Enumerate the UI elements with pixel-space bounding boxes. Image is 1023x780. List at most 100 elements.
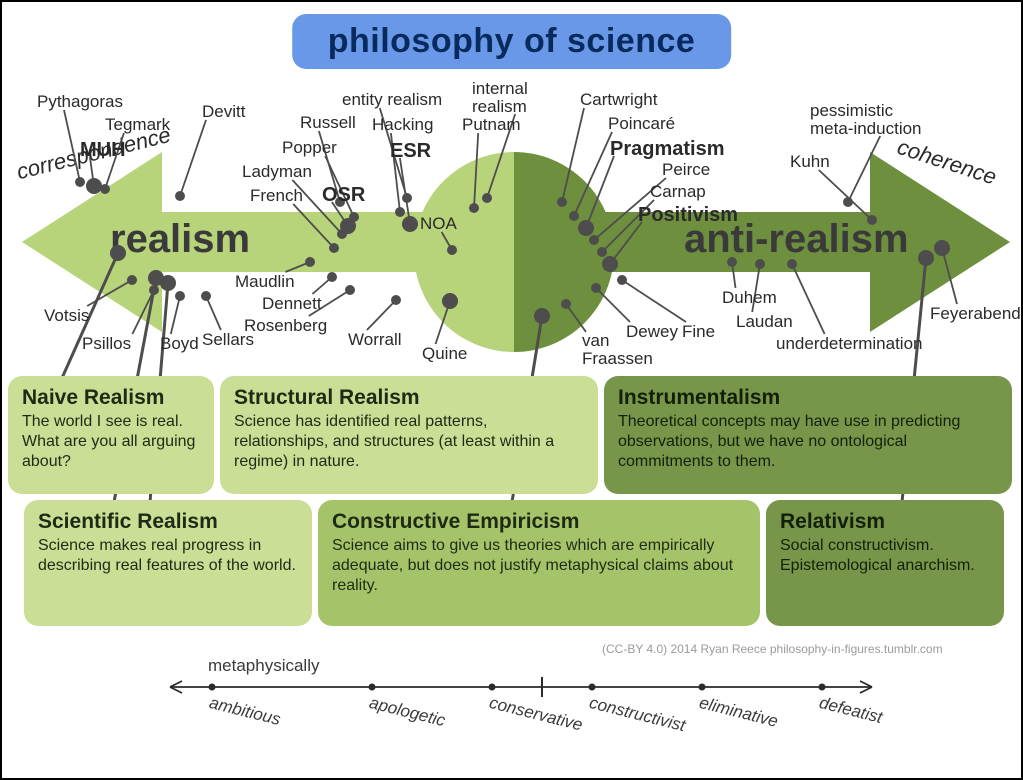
node-label-boyd: Boyd	[160, 334, 199, 354]
node-dot-putnam	[469, 203, 479, 213]
axis-title: metaphysically	[208, 656, 320, 676]
label-realism: realism	[110, 217, 250, 262]
node-dot-muh	[86, 178, 102, 194]
node-dot-pessimistic	[843, 197, 853, 207]
credit-line: (CC-BY 4.0) 2014 Ryan Reece philosophy-i…	[602, 642, 943, 656]
node-label-carnap: Carnap	[650, 182, 706, 202]
card-leader-dot-constructive	[534, 308, 550, 324]
node-label-fine: Fine	[682, 322, 715, 342]
node-dot-fine	[617, 275, 627, 285]
node-label-rosenberg: Rosenberg	[244, 316, 327, 336]
node-label-tegmark: Tegmark	[105, 115, 170, 135]
node-label-pragmatism: Pragmatism	[610, 138, 725, 161]
node-label-dennett: Dennett	[262, 294, 322, 314]
card-body-instrumentalism: Theoretical concepts may have use in pre…	[618, 412, 998, 472]
node-dot-entity	[402, 193, 412, 203]
node-label-pythagoras: Pythagoras	[37, 92, 123, 112]
node-dot-rosenberg	[345, 285, 355, 295]
node-label-noa: NOA	[420, 214, 457, 234]
node-dot-votsis	[127, 275, 137, 285]
node-dot-peirce	[589, 235, 599, 245]
card-body-relativism: Social constructivism. Epistemological a…	[780, 536, 990, 576]
node-label-putnam: Putnam	[462, 115, 521, 135]
node-label-maudlin: Maudlin	[235, 272, 295, 292]
node-label-sellars: Sellars	[202, 330, 254, 350]
node-dot-sellars	[201, 291, 211, 301]
node-label-laudan: Laudan	[736, 312, 793, 332]
node-label-peirce: Peirce	[662, 160, 710, 180]
node-label-poincare: Poincaré	[608, 114, 675, 134]
node-label-cartwright: Cartwright	[580, 90, 657, 110]
node-dot-carnap	[597, 247, 607, 257]
node-dot-poincare	[569, 211, 579, 221]
node-dot-worrall	[391, 295, 401, 305]
diagram-stage: philosophy of science realism anti-reali…	[0, 0, 1023, 780]
node-dot-psillos	[149, 285, 159, 295]
node-label-muh: MUH	[80, 139, 126, 162]
node-dot-noa	[447, 245, 457, 255]
node-label-feyerabend: Feyerabend	[930, 304, 1021, 324]
node-label-duhem: Duhem	[722, 288, 777, 308]
card-title-instrumentalism: Instrumentalism	[618, 386, 998, 410]
node-label-esr: ESR	[390, 140, 431, 163]
card-leader-dot-naive	[110, 245, 126, 261]
card-scientific: Scientific RealismScience makes real pro…	[24, 500, 312, 626]
node-dot-pragmatism	[578, 220, 594, 236]
card-leader-dot-relativism	[918, 250, 934, 266]
node-label-ladyman: Ladyman	[242, 162, 312, 182]
node-label-underdet: underdetermination	[776, 334, 922, 354]
node-label-internal: internal realism	[472, 80, 528, 116]
node-label-devitt: Devitt	[202, 102, 245, 122]
node-dot-laudan	[755, 259, 765, 269]
node-dot-french	[329, 243, 339, 253]
axis-tick-constructivist: constructivist	[587, 693, 687, 736]
axis-tick-apologetic: apologetic	[367, 693, 447, 731]
node-dot-cartwright	[557, 197, 567, 207]
card-instrumentalism: InstrumentalismTheoretical concepts may …	[604, 376, 1012, 494]
node-label-vanfraassen: van Fraassen	[582, 332, 653, 368]
card-title-structural: Structural Realism	[234, 386, 584, 410]
card-title-constructive: Constructive Empiricism	[332, 510, 746, 534]
node-label-quine: Quine	[422, 344, 467, 364]
node-label-osr: OSR	[322, 184, 365, 207]
node-label-hacking: Hacking	[372, 115, 433, 135]
node-dot-positivism	[602, 256, 618, 272]
node-dot-feyerabend	[934, 240, 950, 256]
node-dot-quine	[442, 293, 458, 309]
axis-tick-ambitious: ambitious	[207, 693, 282, 730]
node-dot-maudlin	[305, 257, 315, 267]
node-dot-vanfraassen	[561, 299, 571, 309]
node-label-russell: Russell	[300, 113, 356, 133]
node-label-popper: Popper	[282, 138, 337, 158]
axis-tick-conservative: conservative	[487, 693, 584, 735]
node-dot-devitt	[175, 191, 185, 201]
card-body-structural: Science has identified real patterns, re…	[234, 412, 584, 472]
card-body-scientific: Science makes real progress in describin…	[38, 536, 298, 576]
node-dot-dennett	[327, 272, 337, 282]
card-constructive: Constructive EmpiricismScience aims to g…	[318, 500, 760, 626]
node-label-entity: entity realism	[342, 90, 442, 110]
axis-tick-eliminative: eliminative	[697, 693, 780, 732]
node-dot-internal	[482, 193, 492, 203]
node-dot-hacking	[395, 207, 405, 217]
title: philosophy of science	[292, 14, 732, 69]
card-title-naive: Naive Realism	[22, 386, 200, 410]
axis-tick-defeatist: defeatist	[817, 693, 884, 728]
node-label-votsis: Votsis	[44, 306, 89, 326]
card-structural: Structural RealismScience has identified…	[220, 376, 598, 494]
node-label-positivism: Positivism	[638, 204, 738, 227]
card-relativism: RelativismSocial constructivism. Epistem…	[766, 500, 1004, 626]
card-naive: Naive RealismThe world I see is real. Wh…	[8, 376, 214, 494]
node-dot-dewey	[591, 283, 601, 293]
node-label-psillos: Psillos	[82, 334, 131, 354]
node-dot-esr	[402, 216, 418, 232]
node-dot-pythagoras	[75, 177, 85, 187]
node-label-french: French	[250, 186, 303, 206]
card-body-naive: The world I see is real. What are you al…	[22, 412, 200, 472]
node-dot-underdet	[787, 259, 797, 269]
label-coherence: coherence	[894, 134, 1000, 190]
node-dot-kuhn	[867, 215, 877, 225]
node-label-pessimistic: pessimistic meta-induction	[810, 102, 922, 138]
node-dot-duhem	[727, 257, 737, 267]
card-title-relativism: Relativism	[780, 510, 990, 534]
